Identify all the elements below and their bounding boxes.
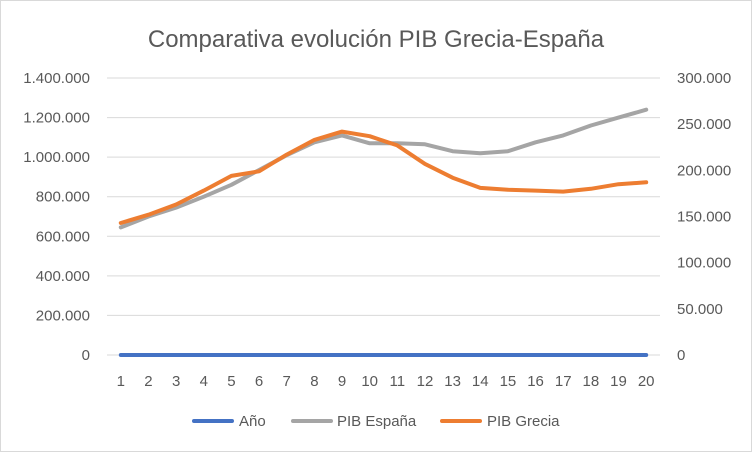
chart-title: Comparativa evolución PIB Grecia-España (148, 26, 605, 53)
legend-label: PIB España (337, 413, 417, 430)
left-axis-tick-label: 400.000 (36, 268, 90, 285)
x-axis-tick-label: 17 (555, 373, 572, 390)
x-axis-tick-label: 20 (638, 373, 655, 390)
series-group (118, 107, 649, 357)
x-axis-tick-label: 4 (200, 373, 208, 390)
legend-item: Año (192, 413, 266, 430)
legend-label: PIB Grecia (487, 413, 560, 430)
x-axis-tick-label: 14 (472, 373, 489, 390)
legend: Año PIB España PIB Grecia (192, 413, 560, 430)
left-axis-ticks: 0 200.000 400.000 600.000 800.000 1.000.000 1.… (23, 70, 90, 364)
right-axis-tick-label: 50.000 (677, 301, 723, 318)
x-axis-tick-label: 19 (610, 373, 627, 390)
series-line-pib-grecia (118, 129, 649, 225)
left-axis-tick-label: 200.000 (36, 307, 90, 324)
x-axis-tick-label: 13 (444, 373, 461, 390)
legend-item: PIB Grecia (440, 413, 560, 430)
right-axis-tick-label: 200.000 (677, 162, 731, 179)
x-axis-tick-label: 12 (417, 373, 434, 390)
right-axis-ticks: 0 50.000 100.000 150.000 200.000 250.000 300.0… (677, 70, 731, 364)
right-axis-tick-label: 100.000 (677, 255, 731, 272)
x-axis-tick-label: 6 (255, 373, 263, 390)
x-axis-tick-label: 18 (583, 373, 600, 390)
x-axis-tick-label: 11 (390, 373, 406, 390)
x-axis-tick-label: 16 (527, 373, 544, 390)
left-axis-tick-label: 0 (82, 347, 90, 364)
left-axis-tick-label: 600.000 (36, 228, 90, 245)
x-axis-tick-label: 7 (283, 373, 291, 390)
x-axis-tick-label: 9 (338, 373, 346, 390)
x-axis-tick-label: 1 (117, 373, 125, 390)
left-axis-tick-label: 1.400.000 (23, 70, 90, 87)
right-axis-tick-label: 0 (677, 347, 685, 364)
right-axis-tick-label: 150.000 (677, 209, 731, 226)
x-axis-tick-label: 3 (172, 373, 180, 390)
left-axis-tick-label: 1.200.000 (23, 110, 90, 127)
right-axis-tick-label: 250.000 (677, 116, 731, 133)
legend-item: PIB España (291, 413, 417, 430)
legend-label: Año (239, 413, 266, 430)
x-axis-tick-label: 15 (500, 373, 517, 390)
x-axis-tick-label: 5 (227, 373, 235, 390)
left-axis-tick-label: 1.000.000 (23, 149, 90, 166)
x-axis-tick-label: 2 (144, 373, 152, 390)
right-axis-tick-label: 300.000 (677, 70, 731, 87)
x-axis-tick-label: 10 (361, 373, 378, 390)
x-axis-tick-label: 8 (310, 373, 318, 390)
x-axis-ticks: 1 2 3 4 5 6 7 8 9 10 11 12 13 14 15 16 17 18 19 20 (117, 373, 655, 390)
series-line-pib-españa (118, 107, 649, 230)
left-axis-tick-label: 800.000 (36, 189, 90, 206)
